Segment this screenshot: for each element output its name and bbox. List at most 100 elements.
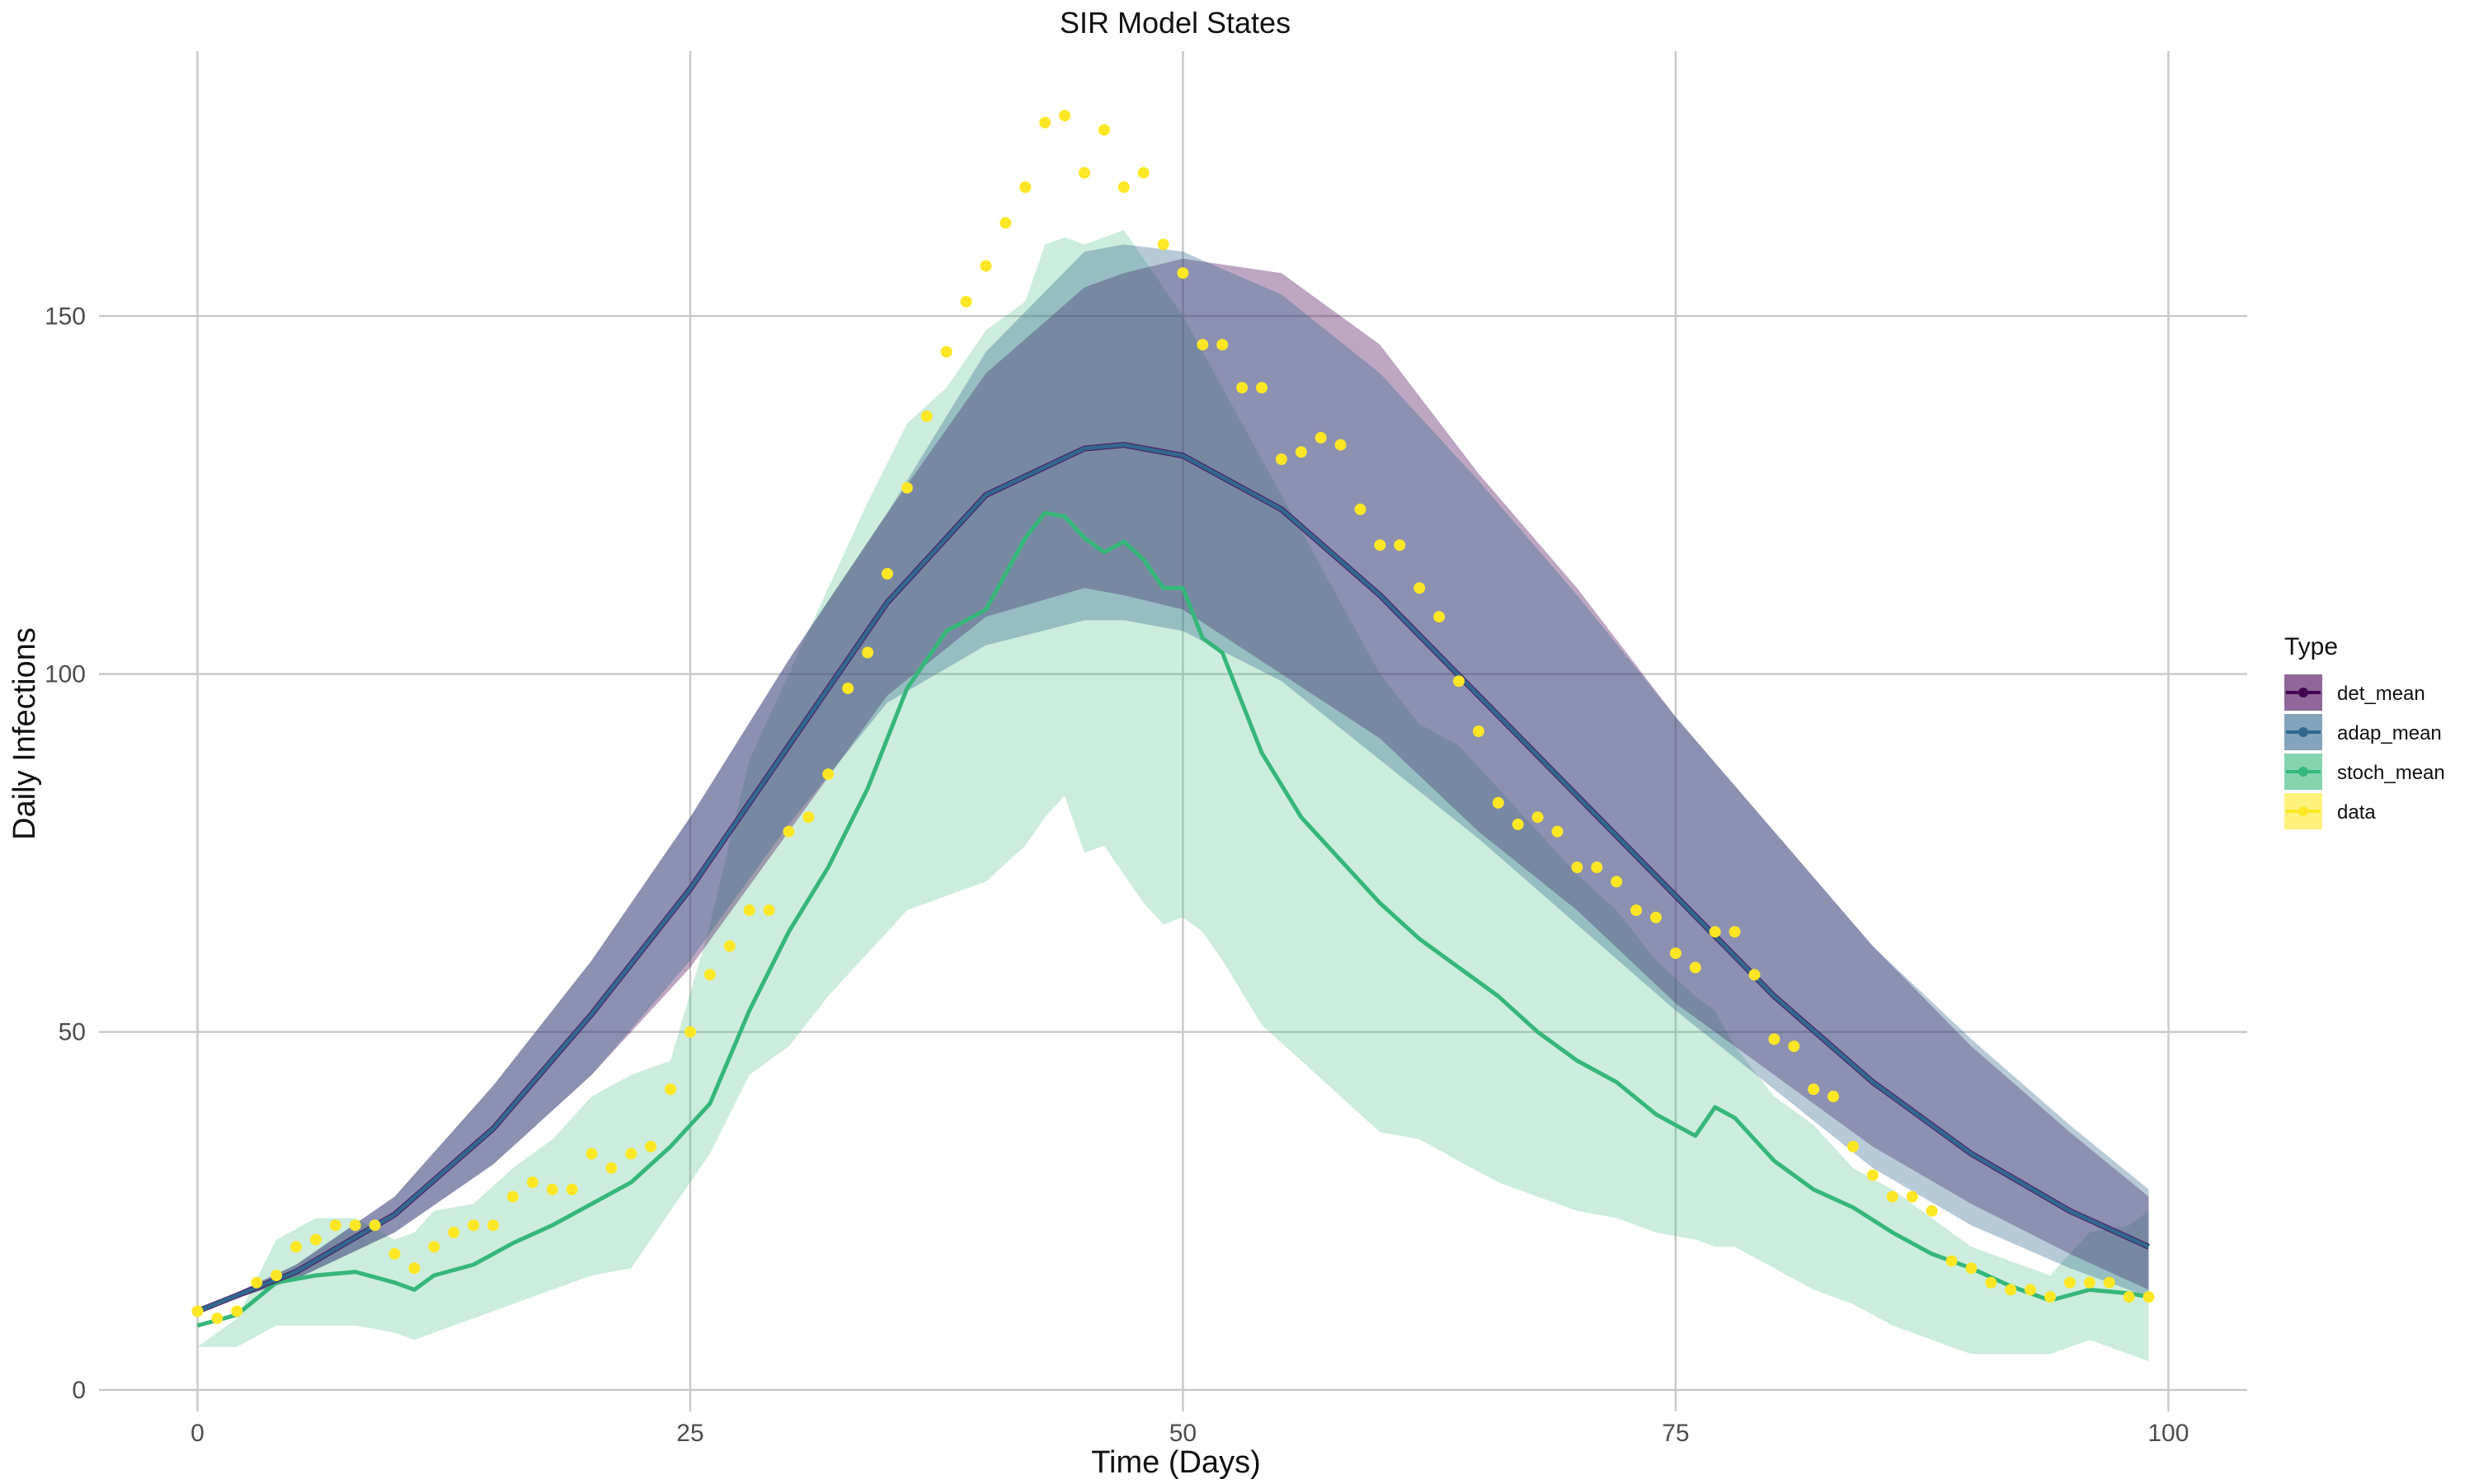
data-point <box>1019 181 1032 193</box>
data-point <box>1295 446 1307 458</box>
series-lines <box>196 442 2150 1328</box>
y-tick-label: 150 <box>45 303 86 330</box>
data-point <box>1669 947 1681 960</box>
data-point <box>2142 1291 2155 1303</box>
data-point <box>1965 1262 1978 1275</box>
data-point <box>645 1140 657 1153</box>
data-point <box>408 1262 421 1275</box>
data-point <box>1433 611 1446 623</box>
legend-item-adap-mean: adap_mean <box>2284 714 2442 750</box>
data-point <box>1137 167 1150 179</box>
data-point <box>1571 862 1583 873</box>
data-point <box>1354 503 1366 515</box>
x-tick-label: 25 <box>676 1420 703 1447</box>
data-point <box>191 1305 204 1317</box>
data-point <box>526 1176 539 1189</box>
legend-item-det-mean: det_mean <box>2284 674 2425 711</box>
data-point <box>862 646 874 659</box>
data-point <box>369 1219 381 1232</box>
data-point <box>1453 675 1465 688</box>
data-point <box>1611 876 1623 888</box>
data-point <box>665 1083 677 1096</box>
data-point <box>487 1219 499 1232</box>
data-point <box>684 1026 696 1038</box>
data-point <box>1157 238 1169 251</box>
x-tick-label: 50 <box>1169 1420 1197 1447</box>
data-point <box>1650 911 1662 923</box>
data-point <box>1334 439 1347 451</box>
data-point <box>842 682 854 694</box>
data-point <box>1768 1033 1780 1045</box>
y-tick-label: 50 <box>59 1019 86 1046</box>
x-tick-label: 75 <box>1662 1420 1689 1447</box>
data-point <box>1808 1083 1820 1096</box>
data-point <box>2123 1291 2135 1303</box>
data-point <box>2025 1284 2037 1296</box>
data-point <box>783 825 795 838</box>
legend-dot <box>2298 688 2308 697</box>
data-point <box>1985 1276 1997 1289</box>
data-point <box>270 1270 283 1281</box>
data-point <box>822 768 835 781</box>
data-point <box>1472 726 1484 737</box>
data-point <box>960 295 972 308</box>
y-tick-label: 0 <box>72 1377 86 1404</box>
data-point <box>566 1183 578 1195</box>
data-point <box>468 1219 480 1232</box>
data-point <box>1413 582 1426 594</box>
data-point <box>1256 382 1268 394</box>
data-point <box>1906 1190 1918 1203</box>
data-point <box>1630 904 1643 917</box>
data-point <box>1236 382 1249 394</box>
legend-dot <box>2298 767 2308 777</box>
data-point <box>1098 124 1110 136</box>
data-point <box>329 1219 341 1232</box>
data-point <box>349 1219 361 1232</box>
data-points <box>191 110 2155 1325</box>
data-point <box>448 1226 460 1238</box>
stoch-mean-band <box>197 230 2149 1362</box>
data-point <box>1117 181 1130 193</box>
legend-item-stoch-mean: stoch_mean <box>2284 754 2445 790</box>
data-point <box>1177 267 1189 279</box>
stoch-mean-line <box>196 510 2149 1328</box>
data-point <box>882 567 893 580</box>
adap-mean-line <box>196 443 2150 1313</box>
data-point <box>546 1183 558 1195</box>
data-point <box>1059 110 1071 122</box>
data-point <box>625 1148 637 1160</box>
data-point <box>1926 1205 1938 1217</box>
data-point <box>980 260 992 272</box>
legend-item-data: data <box>2284 793 2376 829</box>
legend-label: stoch_mean <box>2337 762 2445 784</box>
data-point <box>1847 1140 1859 1153</box>
data-point <box>605 1162 618 1174</box>
data-point <box>1866 1169 1879 1181</box>
legend-title: Type <box>2284 633 2338 660</box>
data-point <box>1492 796 1504 809</box>
data-point <box>1275 453 1287 465</box>
data-point <box>1315 431 1327 444</box>
data-point <box>1729 926 1741 938</box>
data-point <box>1531 811 1544 824</box>
x-tick-label: 100 <box>2147 1420 2189 1447</box>
data-point <box>1512 818 1524 830</box>
data-point <box>1591 862 1603 873</box>
data-point <box>231 1305 243 1317</box>
x-tick-label: 0 <box>190 1420 205 1447</box>
data-point <box>2063 1276 2076 1289</box>
legend-dot <box>2298 806 2308 816</box>
data-point <box>703 969 716 981</box>
data-point <box>1748 969 1761 981</box>
data-point <box>2005 1284 2017 1296</box>
adap-mean-band <box>197 244 2149 1312</box>
data-point <box>1394 539 1406 552</box>
data-point <box>586 1148 598 1160</box>
data-point <box>1709 926 1721 938</box>
tick-labels: 0 25 50 75 100 0 50 100 150 <box>45 303 2189 1447</box>
data-point <box>743 904 755 917</box>
data-point <box>1551 825 1564 838</box>
